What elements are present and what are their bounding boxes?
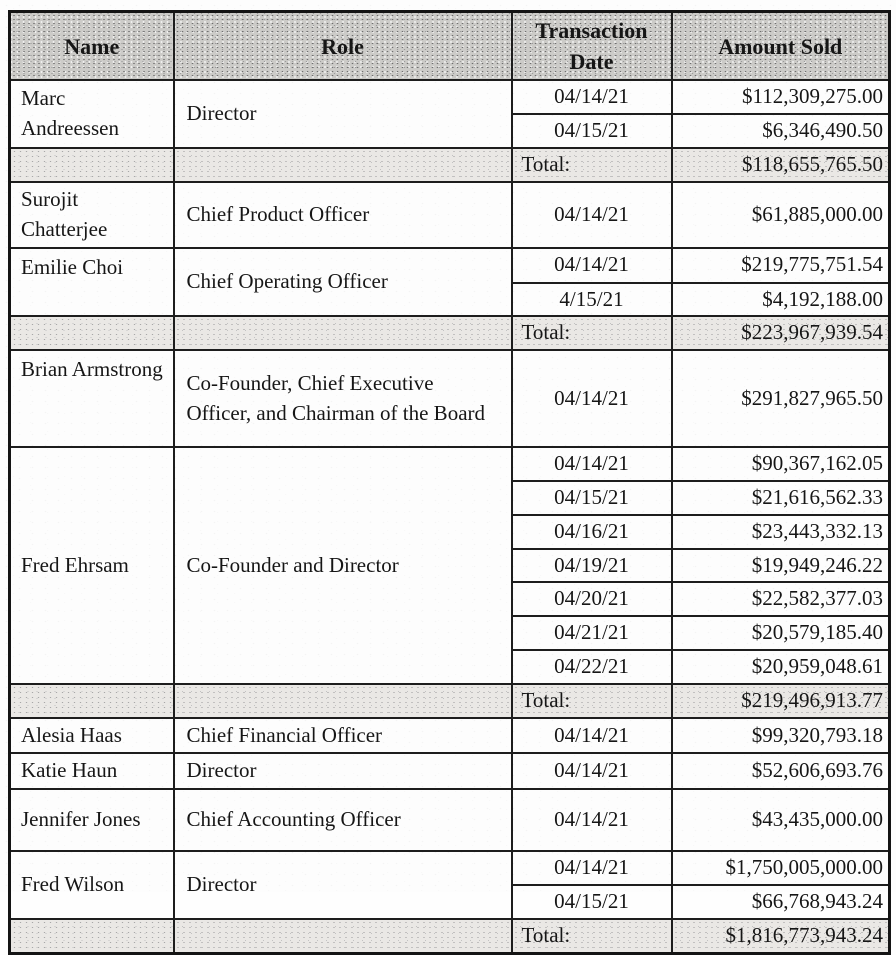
date-cell: 04/22/21	[510, 649, 673, 685]
header-cell-name: Name	[8, 10, 175, 82]
amount-cell: $22,582,377.03	[670, 581, 891, 618]
empty-cell	[8, 917, 175, 955]
role-cell: Director	[172, 79, 513, 150]
empty-cell	[8, 315, 175, 352]
insider-sales-table: Name Role Transaction Date Amount Sold M…	[8, 10, 891, 955]
total-row: Total: $219,496,913.77	[8, 682, 891, 719]
amount-cell: $6,346,490.50	[670, 113, 891, 150]
table-row: Fred Wilson Director 04/14/21 $1,750,005…	[8, 850, 891, 920]
role-cell: Chief Operating Officer	[172, 246, 513, 318]
name-cell: Katie Haun	[8, 752, 175, 791]
amount-cell: $291,827,965.50	[670, 349, 891, 449]
table-row: 04/22/21 $20,959,048.61	[10, 649, 891, 685]
empty-cell	[8, 682, 175, 719]
table-row: Jennifer Jones Chief Accounting Officer …	[8, 788, 891, 853]
amount-cell: $1,750,005,000.00	[670, 850, 891, 887]
name-cell: Jennifer Jones	[8, 788, 175, 853]
amount-cell: $19,949,246.22	[670, 547, 891, 584]
name-cell: Fred Ehrsam	[8, 446, 175, 685]
name-cell: Surojit Chatterjee	[8, 180, 175, 249]
total-label-cell: Total:	[510, 315, 673, 352]
date-cell: 04/15/21	[510, 479, 673, 516]
date-cell: 04/14/21	[510, 180, 673, 249]
header-cell-amount-sold: Amount Sold	[670, 10, 891, 82]
amount-cell: $20,579,185.40	[670, 615, 891, 652]
date-cell: 04/14/21	[510, 850, 673, 887]
amount-cell: $20,959,048.61	[670, 649, 891, 685]
date-cell: 04/20/21	[510, 581, 673, 618]
total-amount-cell: $223,967,939.54	[670, 315, 891, 352]
table-header-row: Name Role Transaction Date Amount Sold	[8, 10, 891, 82]
name-cell: Marc Andreessen	[8, 79, 175, 150]
table-row: 04/19/21 $19,949,246.22	[10, 547, 891, 584]
date-cell: 04/14/21	[510, 446, 673, 482]
table-row: Alesia Haas Chief Financial Officer 04/1…	[8, 716, 891, 755]
header-cell-transaction-date: Transaction Date	[510, 10, 673, 82]
role-cell: Chief Financial Officer	[172, 716, 513, 755]
date-cell: 04/21/21	[510, 615, 673, 652]
amount-cell: $4,192,188.00	[670, 281, 891, 318]
amount-cell: $52,606,693.76	[670, 752, 891, 791]
role-cell: Chief Accounting Officer	[172, 788, 513, 853]
name-cell: Emilie Choi	[8, 246, 175, 318]
role-cell: Chief Product Officer	[172, 180, 513, 249]
empty-cell	[172, 315, 513, 352]
date-cell: 04/14/21	[510, 716, 673, 755]
table-row: Katie Haun Director 04/14/21 $52,606,693…	[8, 752, 891, 791]
date-cell: 04/15/21	[510, 113, 673, 150]
date-cell: 04/14/21	[510, 246, 673, 284]
total-amount-cell: $118,655,765.50	[670, 147, 891, 183]
role-cell: Director	[172, 752, 513, 791]
date-cell: 04/16/21	[510, 513, 673, 550]
table-row: 04/20/21 $22,582,377.03	[10, 581, 891, 618]
table-row: 04/21/21 $20,579,185.40	[10, 615, 891, 652]
table-row: 04/15/21 $6,346,490.50	[10, 113, 891, 150]
amount-cell: $112,309,275.00	[670, 79, 891, 116]
amount-cell: $99,320,793.18	[670, 716, 891, 755]
total-row: Total: $223,967,939.54	[8, 315, 891, 352]
date-cell: 04/14/21	[510, 752, 673, 791]
amount-cell: $43,435,000.00	[670, 788, 891, 853]
date-cell: 04/14/21	[510, 349, 673, 449]
amount-cell: $219,775,751.54	[670, 246, 891, 284]
empty-cell	[172, 917, 513, 955]
date-cell: 04/15/21	[510, 884, 673, 920]
total-label-cell: Total:	[510, 917, 673, 955]
amount-cell: $66,768,943.24	[670, 884, 891, 920]
amount-cell: $21,616,562.33	[670, 479, 891, 516]
date-cell: 04/19/21	[510, 547, 673, 584]
total-amount-cell: $1,816,773,943.24	[670, 917, 891, 955]
role-cell: Co-Founder and Director	[172, 446, 513, 685]
name-cell: Brian Armstrong	[8, 349, 175, 449]
total-label-cell: Total:	[510, 682, 673, 719]
table-row: Emilie Choi Chief Operating Officer 04/1…	[8, 246, 891, 318]
amount-cell: $90,367,162.05	[670, 446, 891, 482]
date-cell: 4/15/21	[510, 281, 673, 318]
total-row: Total: $118,655,765.50	[8, 147, 891, 183]
table-row: Surojit Chatterjee Chief Product Officer…	[8, 180, 891, 249]
date-cell: 04/14/21	[510, 788, 673, 853]
header-cell-role: Role	[172, 10, 513, 82]
date-cell: 04/14/21	[510, 79, 673, 116]
table-row: 04/16/21 $23,443,332.13	[10, 513, 891, 550]
role-cell: Director	[172, 850, 513, 920]
table-row: Marc Andreessen Director 04/14/21 $112,3…	[8, 79, 891, 150]
name-cell: Fred Wilson	[8, 850, 175, 920]
role-cell: Co-Founder, Chief Executive Officer, and…	[172, 349, 513, 449]
table-row: 4/15/21 $4,192,188.00	[10, 281, 891, 318]
empty-cell	[172, 147, 513, 183]
total-label-cell: Total:	[510, 147, 673, 183]
name-cell: Alesia Haas	[8, 716, 175, 755]
table-row: 04/15/21 $21,616,562.33	[10, 479, 891, 516]
total-amount-cell: $219,496,913.77	[670, 682, 891, 719]
total-row: Total: $1,816,773,943.24	[8, 917, 891, 955]
empty-cell	[8, 147, 175, 183]
table-row: Brian Armstrong Co-Founder, Chief Execut…	[8, 349, 891, 449]
table-row: Fred Ehrsam Co-Founder and Director 04/1…	[8, 446, 891, 685]
amount-cell: $23,443,332.13	[670, 513, 891, 550]
empty-cell	[172, 682, 513, 719]
amount-cell: $61,885,000.00	[670, 180, 891, 249]
